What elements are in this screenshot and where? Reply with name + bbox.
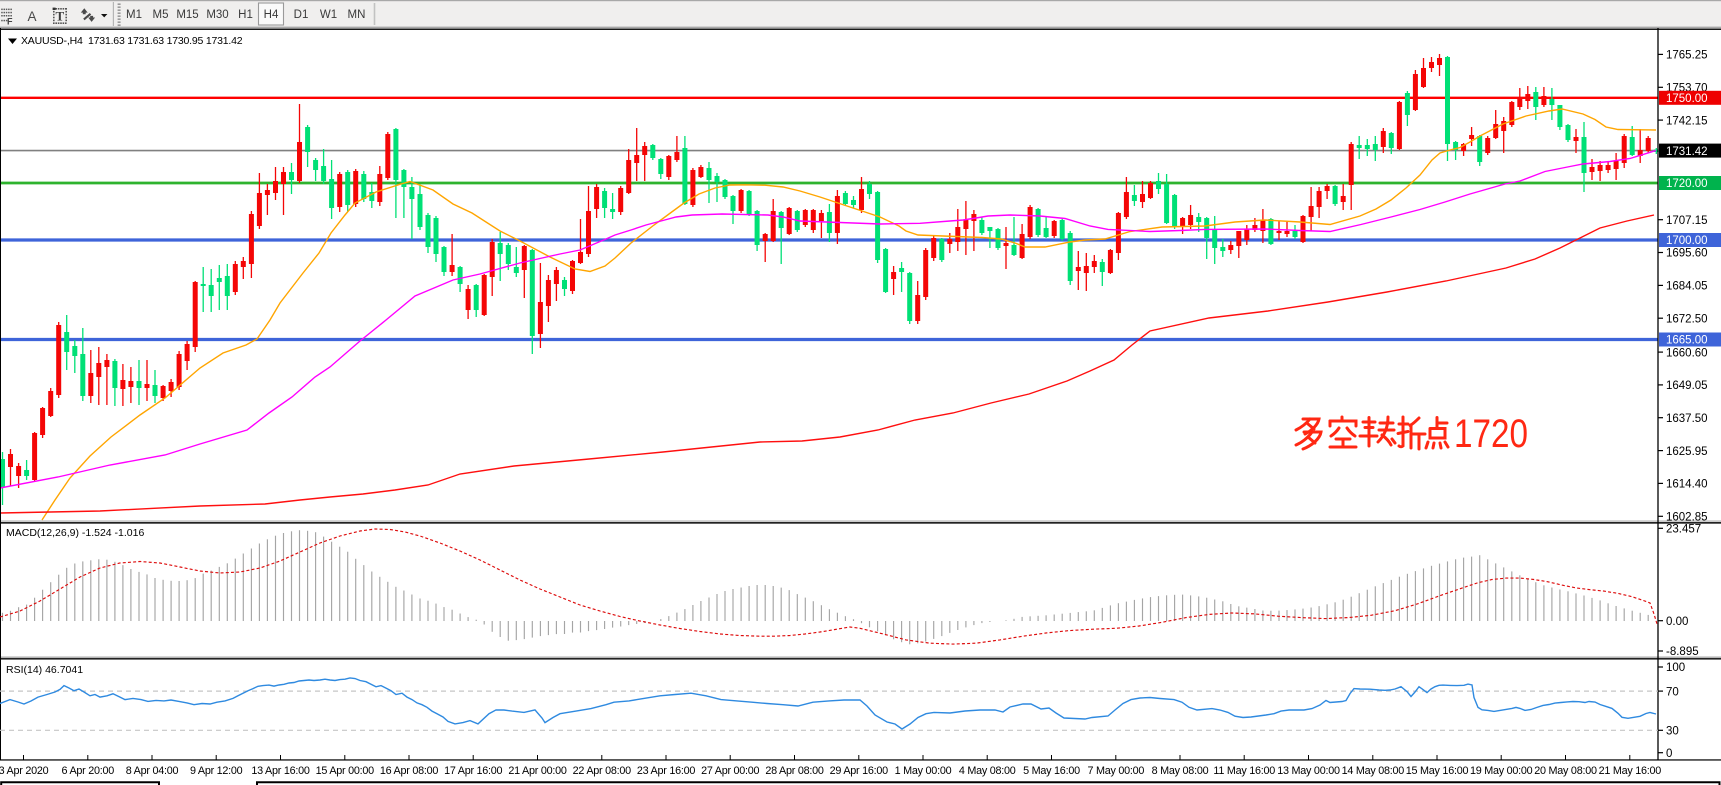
svg-text:30: 30 bbox=[1666, 726, 1679, 738]
svg-text:23 Apr 16:00: 23 Apr 16:00 bbox=[637, 765, 695, 777]
svg-text:15 May 16:00: 15 May 16:00 bbox=[1406, 765, 1469, 777]
svg-text:70: 70 bbox=[1666, 686, 1679, 698]
svg-text:M15: M15 bbox=[176, 9, 198, 21]
svg-text:M30: M30 bbox=[206, 9, 228, 21]
svg-text:13 Apr 16:00: 13 Apr 16:00 bbox=[251, 765, 309, 777]
svg-text:22 Apr 08:00: 22 Apr 08:00 bbox=[573, 765, 631, 777]
svg-text:1637.50: 1637.50 bbox=[1666, 413, 1708, 425]
svg-text:RSI(14) 46.7041: RSI(14) 46.7041 bbox=[6, 664, 83, 676]
svg-text:16 Apr 08:00: 16 Apr 08:00 bbox=[380, 765, 438, 777]
svg-text:W1: W1 bbox=[320, 9, 337, 21]
svg-text:1700.00: 1700.00 bbox=[1666, 235, 1708, 247]
svg-text:3 Apr 2020: 3 Apr 2020 bbox=[0, 765, 49, 777]
svg-text:1731.42: 1731.42 bbox=[1666, 146, 1708, 158]
svg-text:M1: M1 bbox=[126, 9, 142, 21]
svg-text:1614.40: 1614.40 bbox=[1666, 479, 1708, 491]
svg-text:1625.95: 1625.95 bbox=[1666, 446, 1708, 458]
svg-text:D1: D1 bbox=[294, 9, 309, 21]
svg-text:1742.15: 1742.15 bbox=[1666, 115, 1708, 127]
svg-text:T: T bbox=[56, 9, 65, 24]
svg-text:H1: H1 bbox=[238, 9, 253, 21]
svg-text:1684.05: 1684.05 bbox=[1666, 281, 1708, 293]
svg-text:1765.25: 1765.25 bbox=[1666, 50, 1708, 62]
svg-text:XAUUSD-,H4 1731.63 1731.63 17: XAUUSD-,H4 1731.63 1731.63 1730.95 1731.… bbox=[21, 35, 243, 47]
svg-text:8 May 08:00: 8 May 08:00 bbox=[1152, 765, 1209, 777]
svg-text:29 Apr 16:00: 29 Apr 16:00 bbox=[830, 765, 888, 777]
svg-text:MACD(12,26,9) -1.524 -1.016: MACD(12,26,9) -1.524 -1.016 bbox=[6, 527, 144, 539]
svg-text:1 May 00:00: 1 May 00:00 bbox=[895, 765, 952, 777]
svg-text:8 Apr 04:00: 8 Apr 04:00 bbox=[126, 765, 179, 777]
svg-text:M5: M5 bbox=[153, 9, 169, 21]
svg-text:21 Apr 00:00: 21 Apr 00:00 bbox=[508, 765, 566, 777]
svg-text:-8.895: -8.895 bbox=[1666, 646, 1699, 658]
svg-text:11 May 16:00: 11 May 16:00 bbox=[1213, 765, 1275, 777]
svg-text:19 May 00:00: 19 May 00:00 bbox=[1470, 765, 1533, 777]
svg-text:1720: 1720 bbox=[1454, 412, 1528, 456]
svg-text:A: A bbox=[28, 9, 37, 24]
svg-text:1720.00: 1720.00 bbox=[1666, 178, 1708, 190]
svg-text:15 Apr 00:00: 15 Apr 00:00 bbox=[316, 765, 374, 777]
svg-text:27 Apr 00:00: 27 Apr 00:00 bbox=[701, 765, 759, 777]
svg-text:17 Apr 16:00: 17 Apr 16:00 bbox=[444, 765, 502, 777]
svg-text:9 Apr 12:00: 9 Apr 12:00 bbox=[190, 765, 243, 777]
svg-text:14 May 08:00: 14 May 08:00 bbox=[1342, 765, 1405, 777]
svg-text:100: 100 bbox=[1666, 662, 1685, 674]
svg-text:28 Apr 08:00: 28 Apr 08:00 bbox=[765, 765, 823, 777]
svg-text:6 Apr 20:00: 6 Apr 20:00 bbox=[62, 765, 115, 777]
svg-text:F: F bbox=[7, 17, 13, 27]
svg-text:1695.60: 1695.60 bbox=[1666, 248, 1708, 260]
svg-text:1665.00: 1665.00 bbox=[1666, 335, 1708, 347]
svg-text:20 May 08:00: 20 May 08:00 bbox=[1534, 765, 1597, 777]
svg-text:1672.50: 1672.50 bbox=[1666, 313, 1708, 325]
svg-text:21 May 16:00: 21 May 16:00 bbox=[1599, 765, 1662, 777]
svg-text:1660.60: 1660.60 bbox=[1666, 347, 1708, 359]
svg-text:0: 0 bbox=[1666, 748, 1672, 760]
svg-text:1750.00: 1750.00 bbox=[1666, 93, 1708, 105]
svg-text:1649.05: 1649.05 bbox=[1666, 380, 1708, 392]
svg-text:4 May 08:00: 4 May 08:00 bbox=[959, 765, 1016, 777]
svg-text:23.457: 23.457 bbox=[1666, 524, 1701, 536]
svg-text:5 May 16:00: 5 May 16:00 bbox=[1023, 765, 1080, 777]
svg-text:7 May 00:00: 7 May 00:00 bbox=[1087, 765, 1144, 777]
svg-text:1707.15: 1707.15 bbox=[1666, 215, 1708, 227]
svg-text:1602.85: 1602.85 bbox=[1666, 512, 1708, 524]
svg-text:MN: MN bbox=[348, 9, 366, 21]
svg-text:13 May 00:00: 13 May 00:00 bbox=[1277, 765, 1340, 777]
svg-text:H4: H4 bbox=[264, 9, 279, 21]
svg-text:0.00: 0.00 bbox=[1666, 616, 1688, 628]
